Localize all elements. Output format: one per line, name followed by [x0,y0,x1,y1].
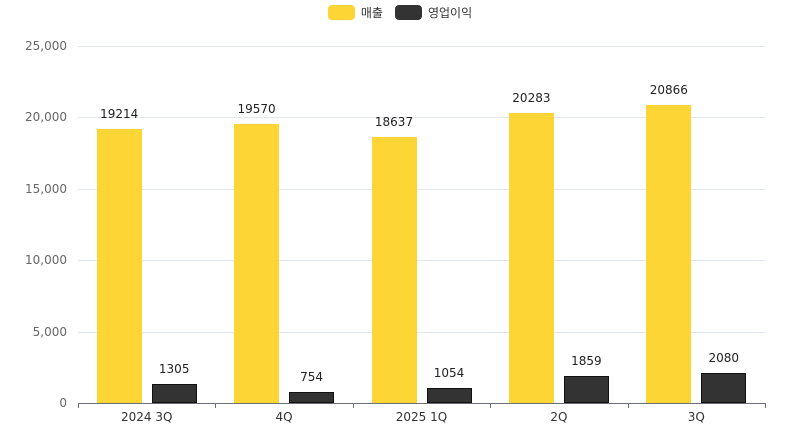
data-value-label: 1305 [158,362,190,377]
x-axis-label: 2024 3Q [120,410,173,424]
y-axis-tick-label: 5,000 [32,324,67,339]
x-axis-label: 3Q [687,410,705,424]
x-axis-label: 2025 1Q [395,410,448,424]
data-value-label: 1054 [433,365,465,380]
revenue-bar[interactable] [371,136,417,403]
x-axis-tick [765,403,766,408]
revenue-bar[interactable] [96,128,142,403]
chart-legend: 매출 영업이익 [0,4,800,21]
data-value-label: 20283 [512,91,551,106]
data-value-label: 18637 [374,114,414,129]
x-axis-tick [352,403,354,408]
revenue-bar[interactable] [646,105,692,403]
data-value-label: 754 [300,370,324,385]
operating-profit-bar[interactable] [563,376,609,403]
y-axis-tick-label: 10,000 [25,253,67,268]
y-axis-tick-label: 25,000 [25,39,67,53]
data-value-label: 19570 [237,101,276,116]
data-value-label: 2080 [708,351,740,366]
gridline [78,117,765,119]
legend-label: 영업이익 [427,6,473,20]
gridline [78,331,765,333]
revenue-bar[interactable] [508,113,554,403]
data-value-label: 1859 [571,354,602,369]
operating-profit-bar[interactable] [289,392,335,403]
operating-profit-bar[interactable] [426,387,472,403]
y-axis-tick-label: 15,000 [25,181,67,196]
gridline [78,46,765,47]
revenue-bar[interactable] [234,123,280,403]
x-axis-tick [490,403,492,408]
x-axis-tick [78,403,79,408]
legend-item-operating-profit[interactable]: 영업이익 [394,4,473,21]
y-axis-tick-label: 0 [59,396,67,410]
data-value-label: 20866 [649,83,688,98]
y-axis-tick-label: 20,000 [25,110,67,125]
operating-profit-bar[interactable] [151,384,197,403]
x-axis-label: 4Q [275,410,293,424]
legend-label: 매출 [360,6,383,20]
x-axis-tick [215,403,217,408]
x-axis-tick [627,403,629,408]
operating-profit-swatch-icon [394,5,422,20]
revenue-swatch-icon [327,5,355,20]
operating-profit-bar[interactable] [701,373,747,403]
x-axis-label: 2Q [550,410,568,424]
legend-item-revenue[interactable]: 매출 [327,4,383,21]
gridline [78,260,765,262]
data-value-label: 19214 [100,106,139,121]
gridline [78,188,765,190]
x-axis-line [78,403,765,404]
